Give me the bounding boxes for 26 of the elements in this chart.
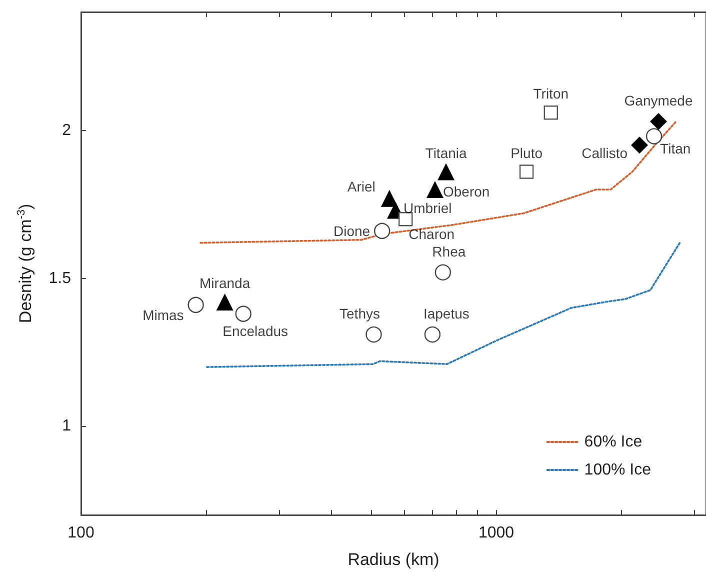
annotation: Mimas (142, 306, 184, 323)
annotation: Iapetus (423, 306, 470, 322)
annotation: Dione (333, 222, 370, 239)
y-tick-label: 1.5 (48, 270, 72, 287)
annotation: Umbriel (404, 200, 452, 216)
annotation: Pluto (510, 144, 543, 161)
legend-label: 100% Ice (584, 462, 652, 478)
annotation: Miranda (200, 274, 250, 291)
annotation: Titania (425, 144, 467, 161)
annotation: Titan (660, 140, 691, 156)
x-tick-label: 100 (68, 524, 94, 542)
annotation: Tethys (340, 306, 380, 322)
annotation: Ariel (347, 178, 376, 194)
y-tick-label: 2 (62, 122, 72, 139)
y-tick-label: 1 (62, 418, 72, 435)
y-axis-title: Desnity (g cm-3) (16, 204, 35, 324)
annotation: Ganymede (624, 92, 693, 108)
annotation: Callisto (582, 145, 628, 162)
annotation: Enceladus (222, 322, 288, 339)
x-tick-label: 1000 (478, 524, 514, 542)
annotation: Oberon (442, 184, 490, 200)
legend-label: 60% Ice (584, 434, 642, 450)
x-axis-title: Radius (km) (348, 550, 440, 569)
annotation: Triton (533, 86, 569, 102)
annotation: Rhea (432, 243, 466, 260)
annotation: Charon (408, 226, 455, 242)
